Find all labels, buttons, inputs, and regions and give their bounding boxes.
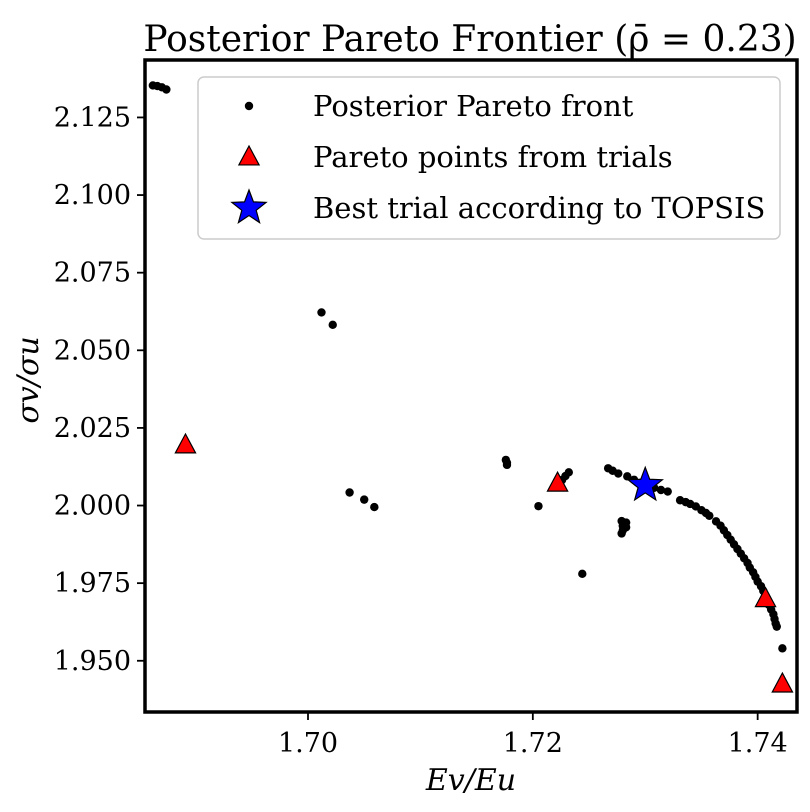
front-point	[162, 85, 171, 94]
legend-entry-label: Pareto points from trials	[313, 140, 673, 174]
topsis-best-point	[626, 465, 664, 502]
legend-marker-dot	[244, 101, 254, 111]
y-tick-label: 2.050	[54, 335, 131, 366]
trial-pareto-point	[174, 432, 197, 454]
front-point	[705, 511, 714, 520]
legend-entry-label: Posterior Pareto front	[313, 89, 634, 123]
series-2	[626, 465, 664, 502]
trial-pareto-point	[771, 671, 794, 693]
front-point	[360, 495, 369, 504]
trial-pareto-point	[546, 470, 569, 492]
front-point	[502, 460, 512, 470]
front-point	[564, 468, 573, 477]
chart-title: Posterior Pareto Frontier (ρ̄ = 0.23)	[143, 19, 796, 60]
legend-marker-triangle	[237, 144, 261, 166]
front-point	[663, 487, 672, 496]
y-tick-label: 2.125	[54, 102, 131, 133]
y-tick-label: 1.975	[54, 568, 131, 599]
legend-box	[197, 76, 781, 240]
front-point	[778, 644, 787, 653]
legend-entry-label: Best trial according to TOPSIS	[313, 191, 765, 225]
y-tick-label: 2.100	[54, 180, 131, 211]
x-tick-label: 1.70	[278, 728, 338, 759]
plot-marks	[148, 81, 794, 693]
front-point	[621, 518, 631, 527]
y-axis-label: σv/σu	[11, 336, 46, 423]
front-point	[656, 485, 666, 495]
front-point	[614, 469, 623, 478]
legend-marker-star	[230, 188, 268, 224]
front-point	[772, 622, 781, 631]
front-point	[617, 529, 626, 538]
front-point	[578, 569, 587, 579]
legend: Posterior Pareto front Pareto points from…	[197, 76, 781, 240]
plot-frame	[143, 58, 799, 714]
y-tick-label: 2.000	[54, 491, 131, 522]
front-point	[317, 308, 326, 317]
front-point	[534, 501, 543, 511]
series-1	[174, 432, 794, 693]
front-point	[328, 320, 337, 330]
x-axis-label: Ev/Eu	[425, 763, 516, 798]
front-point	[623, 472, 632, 481]
x-tick-label: 1.72	[503, 728, 563, 759]
y-tick-label: 2.025	[54, 413, 131, 444]
front-point	[345, 488, 354, 497]
y-tick-label: 1.950	[54, 646, 131, 677]
trial-pareto-point	[754, 586, 777, 608]
plot-axes: 1.70 1.72 1.74 1.950 1.975 2.000 2.025 2.050 2.0…	[54, 58, 799, 759]
front-point	[370, 502, 379, 512]
y-tick-label: 2.075	[54, 258, 131, 289]
x-tick-label: 1.74	[728, 728, 788, 759]
